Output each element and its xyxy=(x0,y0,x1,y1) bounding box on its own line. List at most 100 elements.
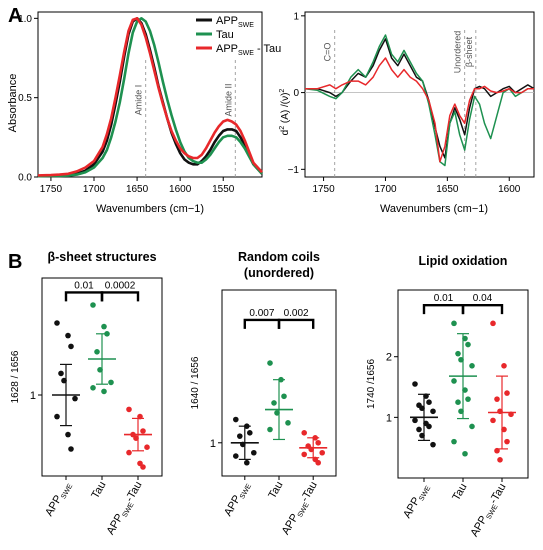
series-line-black xyxy=(305,38,535,159)
data-point xyxy=(301,430,308,436)
data-point xyxy=(251,449,257,456)
legend-entry-app-minus-tau: APPSWE - Tau xyxy=(216,43,281,57)
y-tick-label: 1 xyxy=(30,390,36,402)
category-name: Tau xyxy=(89,480,108,501)
data-point xyxy=(412,417,418,424)
x-category-label: APPSWE xyxy=(222,479,253,519)
data-point xyxy=(54,320,60,326)
data-point xyxy=(108,379,114,386)
x-tick-label: 1550 xyxy=(212,184,235,195)
data-point xyxy=(504,390,510,396)
data-point xyxy=(65,431,71,438)
data-point xyxy=(501,363,507,369)
p-value-label: 0.0002 xyxy=(105,280,136,291)
y-tick-label: 0.0 xyxy=(18,173,32,184)
panel-title: Random coils xyxy=(238,250,320,264)
category-subscript: SWE xyxy=(60,483,74,501)
y-axis-label: 1628 / 1656 xyxy=(10,350,21,403)
data-point xyxy=(101,388,107,395)
x-category-label: APPSWE xyxy=(401,481,432,521)
data-point xyxy=(465,396,471,402)
panel-title: Lipid oxidation xyxy=(419,254,508,268)
series-line-green xyxy=(304,34,534,167)
data-point xyxy=(430,441,436,448)
data-point xyxy=(271,400,277,406)
second-derivative-x-axis-label: Wavenumbers (cm−1) xyxy=(380,203,488,215)
significance-bracket xyxy=(243,318,281,329)
data-point xyxy=(319,449,326,456)
y-tick-label: −1 xyxy=(288,165,300,176)
absorbance-legend: APPSWE Tau APPSWE - Tau xyxy=(196,15,281,57)
x-tick-label: 1750 xyxy=(40,184,63,195)
second-derivative-chart: d2 (A) /(ν)2 Wavenumbers (cm−1) 1750 1700… xyxy=(279,11,535,215)
data-point xyxy=(455,350,461,357)
data-point xyxy=(65,332,71,339)
data-point xyxy=(490,320,496,327)
y-tick-label: 0.5 xyxy=(18,93,32,104)
data-point xyxy=(416,426,422,433)
series-line-green xyxy=(37,17,263,178)
category-name: Tau xyxy=(266,480,285,501)
significance-bracket xyxy=(422,303,465,315)
data-point xyxy=(101,323,107,330)
absorbance-y-axis-label: Absorbance xyxy=(7,74,19,133)
x-category-label: APPSWE-Tau xyxy=(105,480,147,538)
p-value-label: 0.002 xyxy=(284,308,309,319)
y-tick-label: 1 xyxy=(386,412,392,424)
data-point xyxy=(68,343,74,350)
beta-sheet-chart: β-sheet structures 1628 / 1656 1 APPSWE TauA… xyxy=(10,250,163,538)
x-category-label: APPSWE xyxy=(43,479,74,519)
second-derivative-y-axis-label: d2 (A) /(ν)2 xyxy=(279,89,291,136)
data-point xyxy=(233,453,239,459)
data-point xyxy=(412,381,418,387)
data-point xyxy=(68,446,74,452)
y-tick-label: 0 xyxy=(293,88,299,99)
panel-subtitle: (unordered) xyxy=(244,266,314,280)
category-suffix: -Tau xyxy=(299,480,320,505)
data-point xyxy=(301,451,308,458)
data-point xyxy=(144,444,150,451)
data-point xyxy=(504,438,510,445)
p-value-label: 0.01 xyxy=(434,293,454,304)
significance-bracket xyxy=(277,318,315,329)
data-point xyxy=(281,393,287,400)
annotation-label: C=O xyxy=(323,43,333,62)
series-line-red xyxy=(37,17,263,177)
panel-title: β-sheet structures xyxy=(47,250,156,264)
annotation-label: β-sheet xyxy=(464,36,474,67)
data-point xyxy=(237,433,243,439)
data-point xyxy=(469,423,475,430)
x-tick-label: 1750 xyxy=(312,184,335,195)
data-point xyxy=(140,428,146,434)
category-name: Tau xyxy=(450,482,469,503)
x-tick-label: 1650 xyxy=(126,184,149,195)
x-tick-label: 1700 xyxy=(374,184,397,195)
data-point xyxy=(140,464,146,470)
category-subscript: SWE xyxy=(239,483,253,501)
data-point xyxy=(90,302,96,308)
x-category-label: APPSWE-Tau xyxy=(469,482,511,540)
annotation-label: Amide II xyxy=(223,83,233,116)
lipid-oxidation-chart: Lipid oxidation 1740 /1656 1 2 APPSWE TauAPPS… xyxy=(366,254,529,540)
data-point xyxy=(455,399,461,405)
x-tick-label: 1600 xyxy=(498,184,521,195)
legend-entry-app: APPSWE xyxy=(216,15,254,29)
data-point xyxy=(97,367,103,373)
x-category-label: APPSWE-Tau xyxy=(280,480,322,538)
absorbance-chart: Absorbance Wavenumbers (cm−1) 1750 1700 16… xyxy=(7,11,281,215)
data-point xyxy=(426,423,432,430)
y-tick-label: 2 xyxy=(386,352,392,364)
panel-label-b: B xyxy=(8,251,22,273)
data-point xyxy=(426,399,432,405)
data-point xyxy=(126,449,132,456)
annotation-label: Unordered xyxy=(453,31,463,74)
data-point xyxy=(451,378,457,384)
data-point xyxy=(267,426,273,433)
significance-bracket xyxy=(64,291,104,302)
category-suffix: -Tau xyxy=(488,482,509,507)
data-point xyxy=(126,406,132,413)
data-point xyxy=(490,417,496,424)
legend-entry-tau: Tau xyxy=(216,29,234,41)
y-tick-label: 1 xyxy=(210,438,216,450)
